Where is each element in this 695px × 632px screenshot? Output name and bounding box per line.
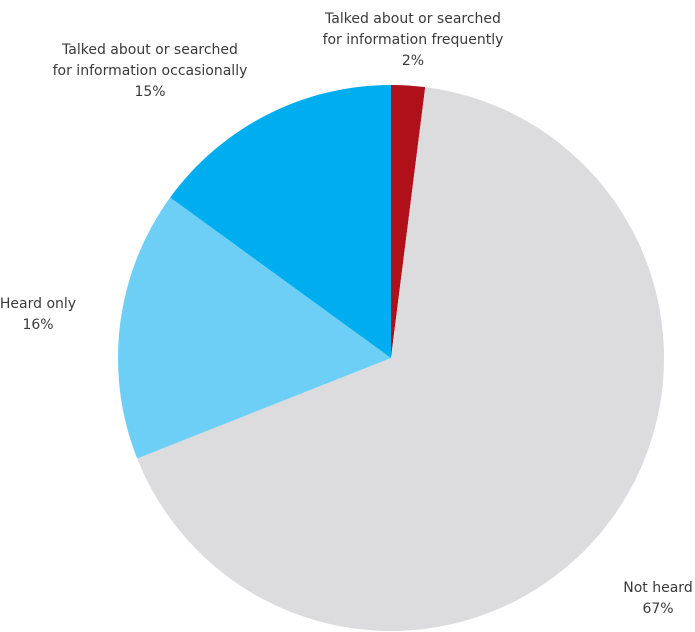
pie-slice-value: 67% (642, 601, 673, 617)
pie-slice-label-line: Talked about or searched (61, 42, 238, 58)
pie-slice-label-1: Not heard 67% (623, 580, 692, 617)
pie-slice-label-line: Talked about or searched (324, 11, 501, 27)
pie-slice-label-0: Talked about or searched for information … (323, 11, 504, 69)
pie-slice-label-2: Heard only 16% (0, 296, 76, 333)
pie-slice-value: 16% (22, 317, 53, 333)
pie-slice-label-line: for information frequently (323, 32, 504, 48)
pie-slice-label-3: Talked about or searched for information … (53, 42, 248, 100)
pie-slices (118, 85, 664, 631)
pie-slice-label-line: Not heard (623, 580, 692, 596)
pie-slice-label-line: Heard only (0, 296, 76, 312)
pie-slice-value: 2% (402, 53, 424, 69)
pie-slice-label-line: for information occasionally (53, 63, 248, 79)
pie-slice-value: 15% (134, 84, 165, 100)
